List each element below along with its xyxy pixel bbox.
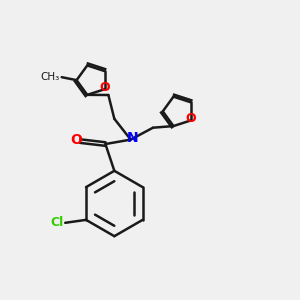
Text: N: N [126, 131, 138, 145]
Text: O: O [99, 81, 110, 94]
Text: CH₃: CH₃ [40, 72, 59, 82]
Text: O: O [70, 133, 83, 147]
Text: Cl: Cl [50, 216, 64, 229]
Text: O: O [185, 112, 196, 125]
